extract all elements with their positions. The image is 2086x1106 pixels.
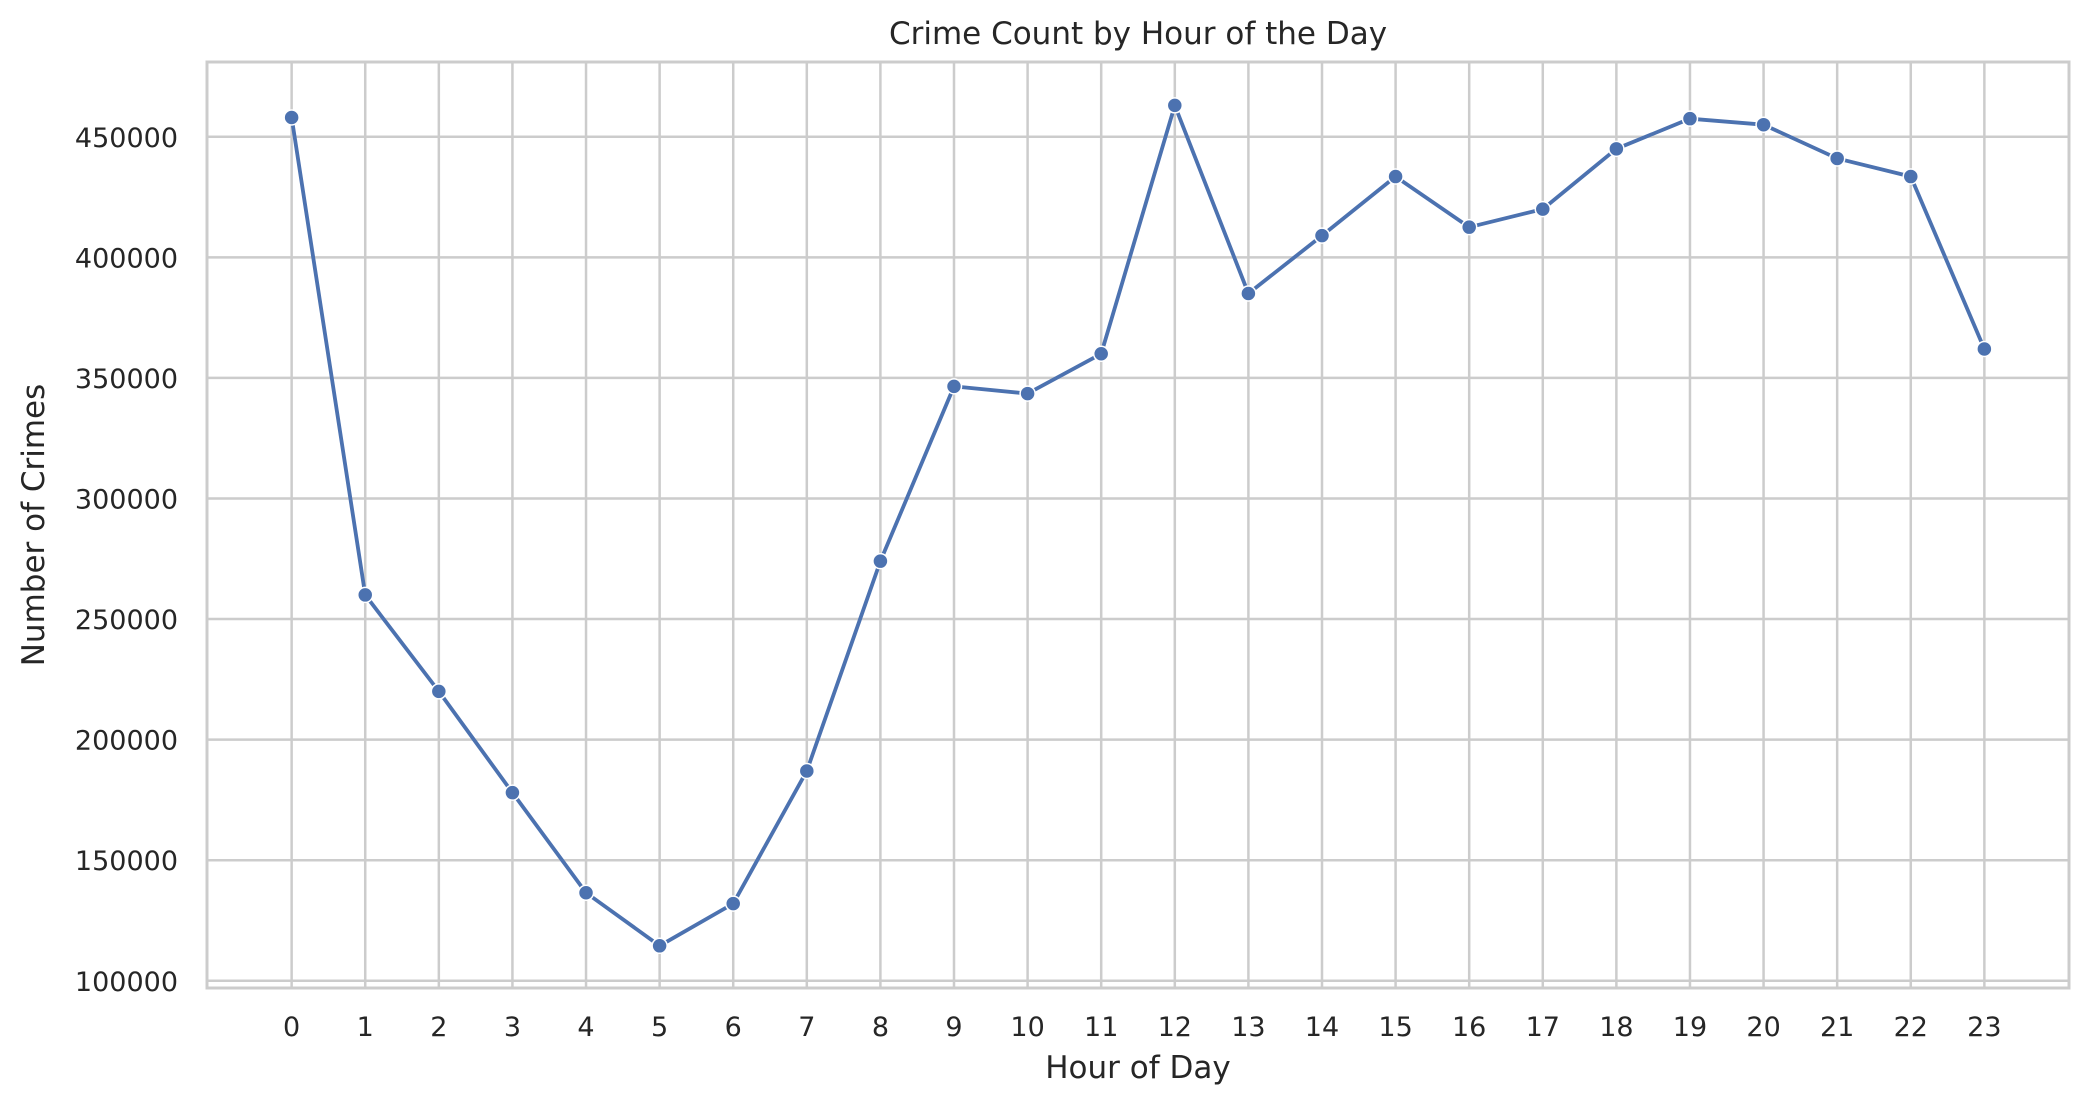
x-tick-label: 19: [1673, 1012, 1707, 1043]
x-tick-label: 9: [945, 1012, 962, 1043]
data-point: [1387, 168, 1404, 185]
y-axis-label: Number of Crimes: [16, 384, 52, 667]
x-tick-label: 0: [283, 1012, 300, 1043]
data-point: [356, 586, 374, 604]
x-tick-label: 5: [651, 1012, 668, 1043]
data-point: [1313, 227, 1331, 244]
y-tick-label: 100000: [75, 967, 178, 998]
series-line: [289, 103, 1987, 948]
y-tick-label: 200000: [75, 726, 178, 757]
x-tick-label: 3: [504, 1012, 521, 1043]
data-point: [1681, 110, 1699, 127]
data-point: [1976, 340, 1993, 358]
data-point: [651, 937, 668, 955]
y-tick-label: 300000: [75, 484, 178, 515]
data-point: [1902, 168, 1920, 185]
x-tick-label: 17: [1526, 1012, 1560, 1043]
data-point: [577, 884, 595, 901]
data-point: [1092, 345, 1110, 363]
data-point: [1534, 200, 1552, 218]
y-tick-label: 150000: [75, 846, 178, 877]
data-point: [1828, 150, 1846, 167]
plot-frame: [205, 60, 2071, 990]
x-tick-label: 2: [430, 1012, 447, 1043]
series-layer: [283, 97, 1993, 955]
y-tick-label: 400000: [75, 243, 178, 274]
x-tick-label: 11: [1084, 1012, 1118, 1043]
x-tick-label: 8: [872, 1012, 889, 1043]
x-tick-label: 6: [725, 1012, 742, 1043]
x-tick-label: 13: [1231, 1012, 1265, 1043]
y-tick-label: 250000: [75, 605, 178, 636]
x-tick-label: 18: [1599, 1012, 1633, 1043]
x-axis-label: Hour of Day: [1045, 1050, 1230, 1086]
x-tick-label: 14: [1305, 1012, 1339, 1043]
x-tick-label: 21: [1820, 1012, 1854, 1043]
data-point: [1166, 97, 1184, 114]
x-tick-label: 20: [1746, 1012, 1780, 1043]
data-point: [1019, 385, 1036, 402]
data-point: [504, 784, 521, 801]
data-point: [1755, 116, 1772, 133]
x-tick-label: 4: [577, 1012, 594, 1043]
data-point: [724, 895, 742, 912]
x-tick-label: 1: [357, 1012, 374, 1043]
x-tick-label: 16: [1452, 1012, 1486, 1043]
chart-title: Crime Count by Hour of the Day: [889, 16, 1387, 52]
x-tick-label: 22: [1894, 1012, 1928, 1043]
data-point: [1608, 140, 1625, 158]
tick-labels: 0 1 2 3 4 5 6 7 8 9 10 11 12 13 14 15 16 17 18 19 20 21 22 2310…: [75, 123, 2002, 1043]
data-point: [1460, 218, 1478, 236]
x-tick-label: 10: [1010, 1012, 1044, 1043]
data-point: [945, 378, 963, 395]
data-point: [798, 762, 816, 780]
data-point: [872, 552, 889, 570]
x-tick-label: 15: [1378, 1012, 1412, 1043]
y-tick-label: 350000: [75, 364, 178, 395]
x-tick-label: 12: [1158, 1012, 1192, 1043]
data-point: [1240, 285, 1257, 302]
data-point: [283, 109, 300, 126]
x-tick-label: 23: [1967, 1012, 2001, 1043]
y-tick-label: 450000: [75, 123, 178, 154]
grid: [207, 62, 2069, 988]
data-point: [430, 683, 448, 700]
x-tick-label: 7: [798, 1012, 815, 1043]
